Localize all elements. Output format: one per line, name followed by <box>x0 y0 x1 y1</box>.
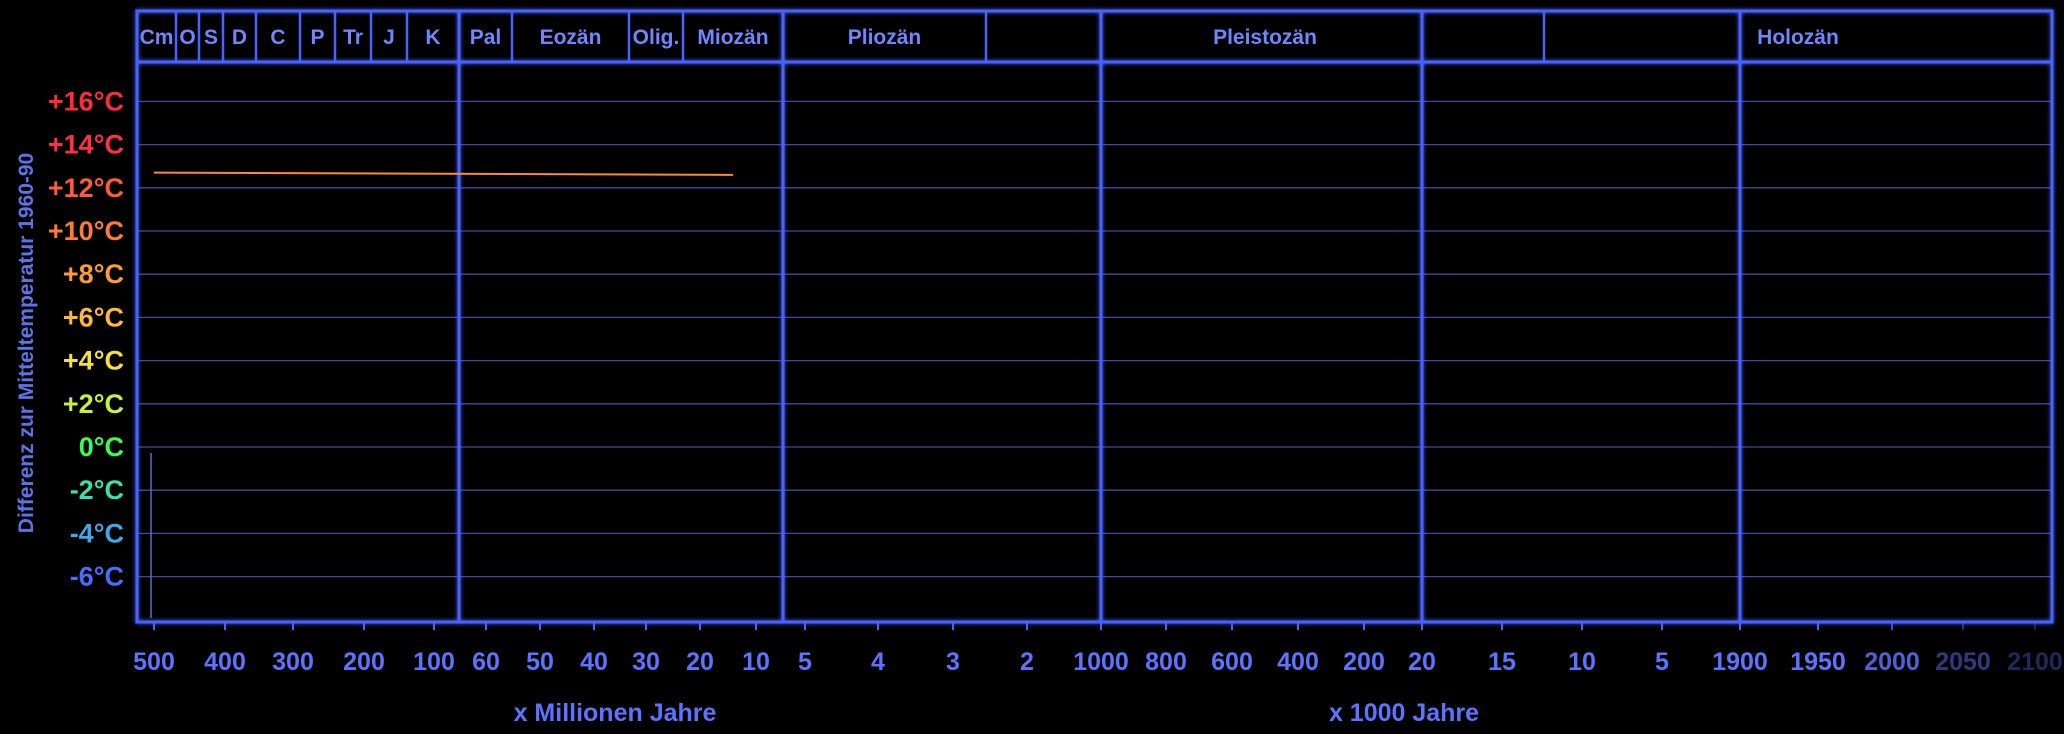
period-header: Cm O S D C P Tr J K Pal Eozän Olig. Miozän Pliozän Ple… <box>140 11 1839 62</box>
x-tick-label: 3 <box>946 648 960 676</box>
x-tick-label: 1900 <box>1712 648 1768 676</box>
period-label: O <box>179 26 195 49</box>
period-label: S <box>204 26 218 49</box>
x-tick-label: 2000 <box>1864 648 1920 676</box>
period-label: D <box>232 26 247 49</box>
y-axis-title: Differenz zur Mitteltemperatur 1960-90 <box>15 153 38 533</box>
y-tick-label: -6°C <box>70 562 124 592</box>
grid-lines <box>137 100 2052 578</box>
period-label: Pal <box>470 26 502 49</box>
y-tick-label: +12°C <box>48 173 124 203</box>
y-tick-label: -4°C <box>70 518 124 548</box>
x-tick-label: 2 <box>1020 648 1034 676</box>
x-tick-label: 100 <box>413 648 455 676</box>
x-tick-label: 20 <box>1408 648 1436 676</box>
x-tick-label: 800 <box>1145 648 1187 676</box>
chart-frame <box>135 9 2054 624</box>
x-tick-label: 30 <box>632 648 660 676</box>
period-label: Holozän <box>1757 26 1839 49</box>
plot-border <box>135 9 2054 624</box>
x-tick-label: 5 <box>798 648 812 676</box>
series-layer <box>150 171 734 618</box>
y-tick-label: +14°C <box>48 130 124 160</box>
x-tick-label: 200 <box>1343 648 1385 676</box>
x-tick-label: 15 <box>1488 648 1516 676</box>
period-label: Pliozän <box>848 26 922 49</box>
x-tick-label: 20 <box>686 648 714 676</box>
x-tick-label: 60 <box>472 648 500 676</box>
x-tick-label: 2100 <box>2007 648 2063 676</box>
period-label: C <box>270 26 285 49</box>
period-label: Cm <box>140 26 174 49</box>
x-tick-label: 500 <box>133 648 175 676</box>
period-label: Pleistozän <box>1213 26 1317 49</box>
y-axis-ticks: +16°C +14°C +12°C +10°C +8°C +6°C +4°C +2°C 0°C -… <box>48 86 124 591</box>
period-label: K <box>425 26 440 49</box>
x-tick-label: 600 <box>1211 648 1253 676</box>
y-tick-label: +2°C <box>63 389 124 419</box>
period-label: Miozän <box>697 26 768 49</box>
x-axis-title-left: x Millionen Jahre <box>514 699 717 727</box>
y-tick-label: +16°C <box>48 86 124 116</box>
x-tick-label: 400 <box>1277 648 1319 676</box>
period-label: Olig. <box>633 26 680 49</box>
y-tick-label: +6°C <box>63 302 124 332</box>
period-label: P <box>310 26 324 49</box>
series-line <box>153 171 734 176</box>
period-label: Eozän <box>540 26 602 49</box>
period-label: J <box>383 26 395 49</box>
x-axis-title-right: x 1000 Jahre <box>1329 699 1479 727</box>
y-tick-label: -2°C <box>70 475 124 505</box>
period-label: Tr <box>343 26 363 49</box>
x-tick-label: 40 <box>580 648 608 676</box>
x-tick-label: 10 <box>742 648 770 676</box>
x-tick-label: 200 <box>343 648 385 676</box>
x-tick-label: 300 <box>272 648 314 676</box>
x-tick-label: 2050 <box>1935 648 1991 676</box>
x-tick-label: 400 <box>204 648 246 676</box>
y-tick-label: 0°C <box>79 432 124 462</box>
x-tick-label: 1950 <box>1790 648 1846 676</box>
x-tick-label: 50 <box>526 648 554 676</box>
y-tick-label: +8°C <box>63 259 124 289</box>
y-tick-label: +10°C <box>48 216 124 246</box>
x-tick-label: 1000 <box>1073 648 1129 676</box>
x-tick-label: 10 <box>1568 648 1596 676</box>
y-tick-label: +4°C <box>63 346 124 376</box>
x-tick-label: 4 <box>871 648 885 676</box>
x-tick-label: 5 <box>1655 648 1669 676</box>
x-axis-ticks: 500 400 300 200 100 60 50 40 30 20 10 5 4 3 2 1000 800 60… <box>133 622 2063 676</box>
